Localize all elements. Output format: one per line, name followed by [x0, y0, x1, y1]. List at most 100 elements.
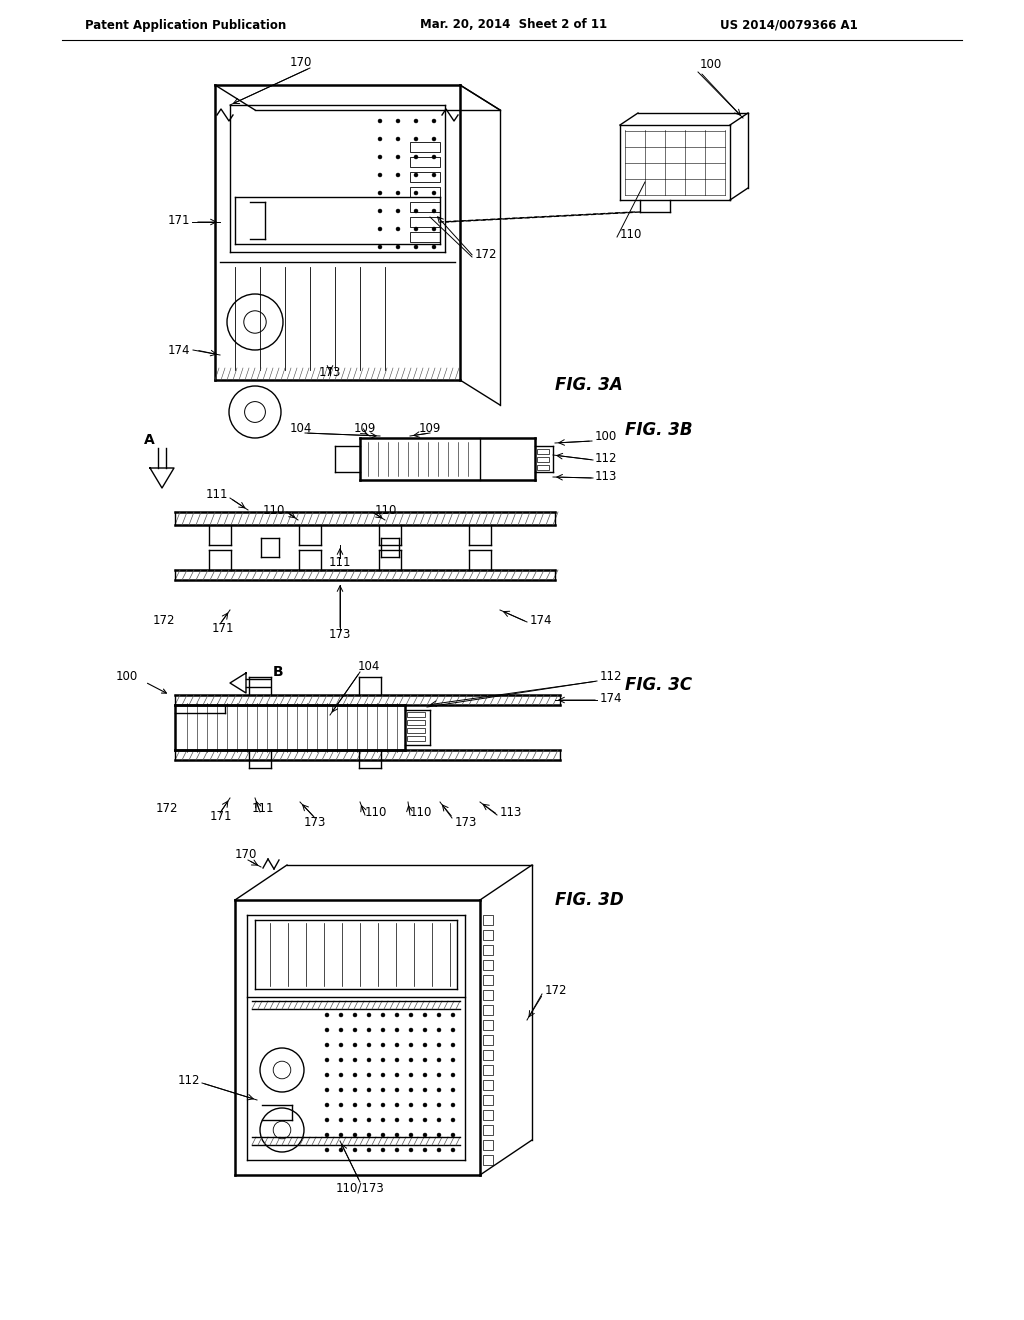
Bar: [483, 1080, 493, 1090]
Circle shape: [451, 1088, 455, 1092]
Circle shape: [414, 246, 418, 249]
Circle shape: [451, 1043, 455, 1047]
Circle shape: [378, 154, 382, 158]
Circle shape: [395, 1073, 399, 1077]
Bar: [407, 719, 425, 725]
Circle shape: [353, 1043, 357, 1047]
Circle shape: [396, 173, 400, 177]
Bar: [483, 1140, 493, 1150]
Circle shape: [396, 154, 400, 158]
Text: 174: 174: [530, 614, 553, 627]
Circle shape: [423, 1148, 427, 1152]
Text: 174: 174: [600, 692, 623, 705]
Circle shape: [437, 1073, 441, 1077]
Circle shape: [325, 1073, 329, 1077]
Circle shape: [409, 1073, 413, 1077]
Text: 112: 112: [595, 451, 617, 465]
Circle shape: [395, 1104, 399, 1107]
Circle shape: [409, 1118, 413, 1122]
Circle shape: [378, 209, 382, 213]
Text: 171: 171: [168, 214, 190, 227]
Circle shape: [378, 137, 382, 141]
Text: 104: 104: [358, 660, 380, 673]
Text: 172: 172: [153, 614, 175, 627]
Circle shape: [381, 1104, 385, 1107]
Circle shape: [451, 1028, 455, 1032]
Circle shape: [381, 1043, 385, 1047]
Circle shape: [414, 119, 418, 123]
Text: 173: 173: [318, 367, 341, 380]
Circle shape: [353, 1088, 357, 1092]
Circle shape: [353, 1104, 357, 1107]
Circle shape: [325, 1088, 329, 1092]
Circle shape: [353, 1028, 357, 1032]
Circle shape: [437, 1088, 441, 1092]
Circle shape: [395, 1088, 399, 1092]
Text: 110: 110: [410, 805, 432, 818]
Circle shape: [339, 1059, 343, 1063]
Circle shape: [395, 1059, 399, 1063]
Circle shape: [437, 1012, 441, 1016]
Bar: [410, 172, 440, 182]
Circle shape: [325, 1104, 329, 1107]
Bar: [483, 945, 493, 954]
Circle shape: [367, 1028, 371, 1032]
Circle shape: [409, 1104, 413, 1107]
Text: 173: 173: [455, 817, 477, 829]
Bar: [483, 1020, 493, 1030]
Circle shape: [432, 119, 436, 123]
Circle shape: [432, 154, 436, 158]
Circle shape: [367, 1012, 371, 1016]
Circle shape: [325, 1012, 329, 1016]
Circle shape: [437, 1028, 441, 1032]
Bar: [407, 729, 425, 733]
Circle shape: [409, 1148, 413, 1152]
Text: 104: 104: [290, 421, 312, 434]
Circle shape: [395, 1133, 399, 1137]
Circle shape: [339, 1133, 343, 1137]
Bar: [410, 187, 440, 197]
Bar: [410, 202, 440, 213]
Bar: [537, 465, 549, 470]
Text: 112: 112: [600, 671, 623, 684]
Circle shape: [414, 227, 418, 231]
Circle shape: [451, 1118, 455, 1122]
Circle shape: [423, 1059, 427, 1063]
Text: 100: 100: [116, 669, 138, 682]
Circle shape: [381, 1148, 385, 1152]
Circle shape: [423, 1088, 427, 1092]
Circle shape: [414, 209, 418, 213]
Bar: [407, 737, 425, 741]
Circle shape: [381, 1088, 385, 1092]
Bar: [483, 1065, 493, 1074]
Bar: [483, 1125, 493, 1135]
Bar: [483, 1096, 493, 1105]
Circle shape: [395, 1148, 399, 1152]
Text: 110/173: 110/173: [336, 1181, 384, 1195]
Circle shape: [381, 1028, 385, 1032]
Circle shape: [423, 1104, 427, 1107]
Text: 110: 110: [620, 228, 642, 242]
Circle shape: [414, 173, 418, 177]
Circle shape: [339, 1043, 343, 1047]
Text: FIG. 3B: FIG. 3B: [625, 421, 692, 440]
Circle shape: [325, 1059, 329, 1063]
Circle shape: [367, 1148, 371, 1152]
Circle shape: [451, 1148, 455, 1152]
Text: 113: 113: [500, 805, 522, 818]
Text: 170: 170: [290, 55, 312, 69]
Text: 171: 171: [210, 810, 232, 824]
Circle shape: [414, 154, 418, 158]
Text: US 2014/0079366 A1: US 2014/0079366 A1: [720, 18, 858, 32]
Circle shape: [451, 1059, 455, 1063]
Circle shape: [353, 1148, 357, 1152]
Circle shape: [367, 1133, 371, 1137]
Circle shape: [381, 1118, 385, 1122]
Circle shape: [432, 191, 436, 195]
Bar: [483, 1155, 493, 1166]
Text: FIG. 3C: FIG. 3C: [625, 676, 692, 694]
Bar: [410, 157, 440, 168]
Text: 173: 173: [304, 817, 327, 829]
Bar: [483, 990, 493, 1001]
Circle shape: [437, 1104, 441, 1107]
